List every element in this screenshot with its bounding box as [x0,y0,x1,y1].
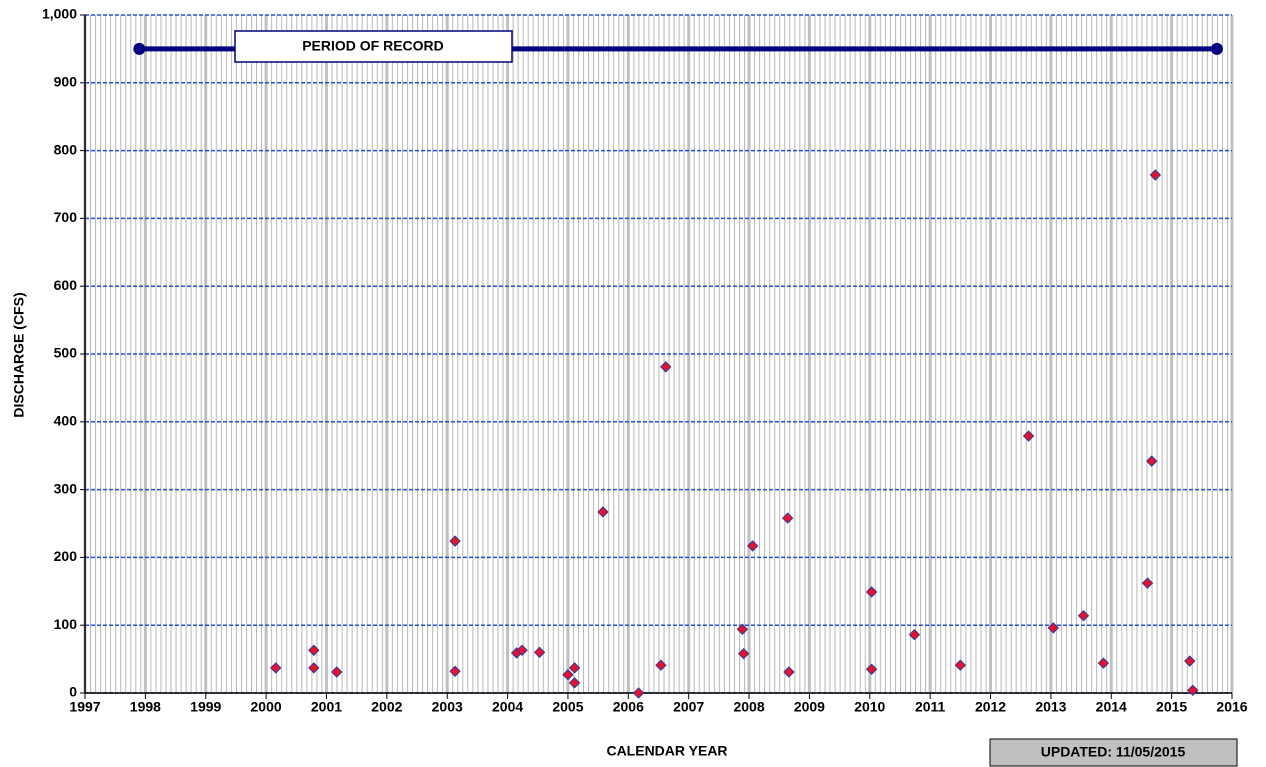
point [865,663,878,675]
x-tick-label: 2015 [1156,699,1187,715]
point [449,665,461,678]
x-tick-label: 2012 [975,699,1006,715]
point [1149,169,1162,181]
point [908,628,921,641]
x-tick-label: 1999 [190,699,221,715]
x-tick-label: 2000 [251,699,282,715]
point [1141,577,1154,589]
updated-label: UPDATED: 11/05/2015 [1041,744,1186,760]
point [1146,455,1158,467]
x-axis-title: CALENDAR YEAR [606,743,727,759]
point [270,662,282,674]
point [632,687,645,699]
x-tick-label: 2003 [432,699,463,715]
point [449,535,461,547]
point [1184,655,1196,667]
point [1022,430,1035,442]
x-tick-label: 1998 [130,699,161,715]
x-tick-label: 2009 [794,699,825,715]
point [308,662,320,674]
point [533,646,546,659]
x-tick-label: 2013 [1035,699,1066,715]
y-tick-label: 300 [54,480,78,496]
point [1077,610,1090,622]
y-tick-label: 200 [54,548,78,564]
point [1097,657,1110,669]
point [597,506,609,518]
y-tick-label: 900 [54,74,78,90]
y-tick-label: 700 [54,209,78,225]
point [1187,684,1199,696]
y-tick-label: 1,000 [42,6,77,22]
y-tick-label: 100 [54,616,78,632]
x-tick-label: 2005 [552,699,583,715]
period-start [133,42,146,55]
point [568,677,581,689]
point [655,659,667,671]
x-tick-label: 2010 [854,699,885,715]
point [746,540,759,552]
updated-box [989,738,1238,767]
period-end [1210,42,1223,55]
point [781,512,794,524]
period-label: PERIOD OF RECORD [302,38,444,54]
point [308,644,320,656]
period-label-box [234,30,513,63]
point [562,668,574,681]
point [954,659,967,671]
point [783,666,795,678]
point [660,361,672,373]
x-tick-label: 2002 [371,699,402,715]
y-tick-label: 800 [54,141,78,157]
x-tick-label: 1997 [69,699,100,715]
x-tick-label: 2006 [613,699,644,715]
point [737,647,750,660]
y-tick-label: 500 [54,345,78,361]
y-tick-label: 600 [54,277,78,293]
x-tick-label: 2008 [733,699,764,715]
x-tick-label: 2016 [1216,699,1247,715]
point [736,623,749,635]
x-tick-label: 2011 [915,699,946,715]
x-tick-label: 2007 [673,699,704,715]
point [516,644,528,656]
point [865,586,878,598]
x-tick-label: 2014 [1096,699,1127,715]
x-tick-label: 2004 [492,699,523,715]
point [568,662,581,674]
x-tick-label: 2001 [311,699,342,715]
y-tick-label: 400 [54,413,78,429]
point [1047,622,1060,634]
y-axis-title: DISCHARGE (CFS) [11,292,27,417]
point [331,666,343,678]
y-tick-label: 0 [69,684,77,700]
